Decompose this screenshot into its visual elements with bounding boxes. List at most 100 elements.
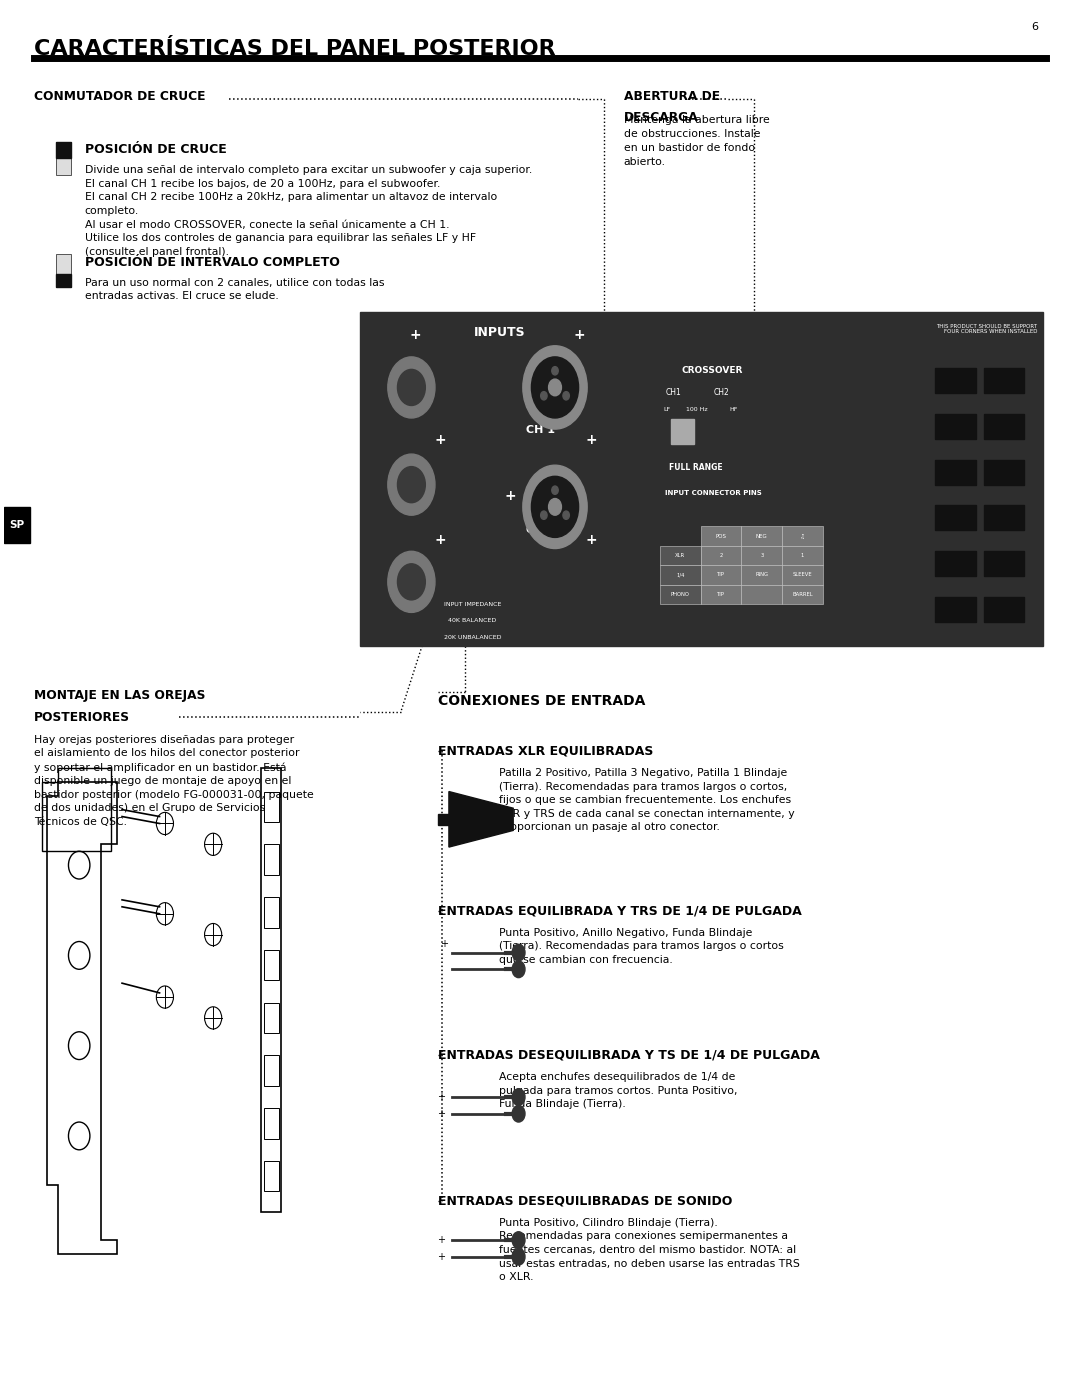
Text: ENTRADAS XLR EQUILIBRADAS: ENTRADAS XLR EQUILIBRADAS (438, 745, 653, 757)
Bar (55, 254, 70, 288)
Text: TIP: TIP (717, 573, 725, 577)
Text: 2: 2 (719, 553, 723, 557)
Text: POS: POS (716, 534, 727, 538)
Circle shape (512, 1232, 525, 1249)
Text: NEG: NEG (756, 534, 768, 538)
Bar (264, 1108, 279, 1139)
Text: ENTRADAS EQUILIBRADA Y TRS DE 1/4 DE PULGADA: ENTRADAS EQUILIBRADA Y TRS DE 1/4 DE PUL… (438, 904, 802, 916)
Text: ABERTURA DE: ABERTURA DE (623, 91, 719, 103)
Bar (742, 566, 782, 584)
Text: +: + (410, 328, 421, 342)
Bar (438, 814, 451, 824)
Circle shape (531, 476, 579, 538)
Bar (935, 506, 976, 531)
Text: +: + (504, 489, 516, 503)
Bar (701, 566, 742, 584)
Circle shape (512, 1105, 525, 1122)
Text: CARACTERÍSTICAS DEL PANEL POSTERIOR: CARACTERÍSTICAS DEL PANEL POSTERIOR (35, 39, 556, 59)
Circle shape (552, 486, 558, 495)
Text: POSICIÓN DE INTERVALO COMPLETO: POSICIÓN DE INTERVALO COMPLETO (84, 256, 339, 268)
Text: 1: 1 (801, 553, 805, 557)
Circle shape (531, 356, 579, 418)
Bar (984, 367, 1025, 393)
Bar (782, 546, 823, 566)
Text: Punta Positivo, Anillo Negativo, Funda Blindaje
(Tierra). Recomendadas para tram: Punta Positivo, Anillo Negativo, Funda B… (499, 928, 784, 965)
Text: BARREL: BARREL (793, 592, 813, 597)
Circle shape (397, 564, 426, 599)
Text: 20K UNBALANCED: 20K UNBALANCED (444, 634, 501, 640)
Circle shape (523, 465, 588, 549)
Bar (984, 506, 1025, 531)
Bar (660, 584, 701, 604)
Bar (264, 1003, 279, 1034)
Text: MONTAJE EN LAS OREJAS: MONTAJE EN LAS OREJAS (35, 689, 205, 701)
Text: 100 Hz: 100 Hz (686, 407, 707, 412)
Bar (55, 141, 70, 175)
Text: Hay orejas posteriores diseñadas para proteger
el aislamiento de los hilos del c: Hay orejas posteriores diseñadas para pr… (35, 735, 314, 827)
Text: CH1: CH1 (665, 388, 681, 398)
Text: POSICIÓN DE CRUCE: POSICIÓN DE CRUCE (84, 142, 227, 156)
Bar (264, 897, 279, 928)
Bar (660, 566, 701, 584)
Text: CROSSOVER: CROSSOVER (681, 366, 743, 376)
Circle shape (549, 499, 562, 515)
Text: 3: 3 (760, 553, 764, 557)
Bar (984, 460, 1025, 485)
Circle shape (397, 369, 426, 405)
Circle shape (563, 511, 569, 520)
Text: INPUT IMPEDANCE: INPUT IMPEDANCE (444, 602, 501, 606)
Bar (742, 527, 782, 546)
Text: DESCARGA: DESCARGA (623, 112, 699, 124)
Text: +: + (440, 939, 447, 950)
Bar (984, 414, 1025, 439)
Text: PHONO: PHONO (671, 592, 690, 597)
Text: +: + (585, 534, 597, 548)
Circle shape (388, 454, 435, 515)
Text: ENTRADAS DESEQUILIBRADA Y TS DE 1/4 DE PULGADA: ENTRADAS DESEQUILIBRADA Y TS DE 1/4 DE P… (438, 1048, 820, 1062)
Bar (360, 313, 1042, 645)
Bar (742, 546, 782, 566)
Bar (264, 950, 279, 981)
Text: CONEXIONES DE ENTRADA: CONEXIONES DE ENTRADA (438, 694, 646, 708)
Bar (935, 414, 976, 439)
Text: +: + (437, 1092, 445, 1102)
Text: ENTRADAS DESEQUILIBRADAS DE SONIDO: ENTRADAS DESEQUILIBRADAS DE SONIDO (438, 1194, 732, 1207)
Bar (782, 527, 823, 546)
Circle shape (541, 511, 548, 520)
Circle shape (552, 366, 558, 374)
Circle shape (512, 961, 525, 978)
Text: ♫: ♫ (800, 534, 805, 538)
Text: INPUT CONNECTOR PINS: INPUT CONNECTOR PINS (665, 490, 762, 496)
Text: XLR: XLR (675, 553, 686, 557)
Circle shape (388, 552, 435, 612)
Bar (264, 844, 279, 875)
Text: Acepta enchufes desequilibrados de 1/4 de
pulgada para tramos cortos. Punta Posi: Acepta enchufes desequilibrados de 1/4 d… (499, 1071, 738, 1109)
Text: +: + (573, 328, 585, 342)
Text: CH2: CH2 (714, 388, 729, 398)
Bar (984, 597, 1025, 622)
Bar (935, 552, 976, 577)
Circle shape (523, 346, 588, 429)
Text: Divide una señal de intervalo completo para excitar un subwoofer y caja superior: Divide una señal de intervalo completo p… (84, 165, 531, 257)
Text: 1/4: 1/4 (676, 573, 685, 577)
Bar (261, 768, 281, 1213)
Text: CH 2: CH 2 (526, 525, 555, 535)
Text: Para un uso normal con 2 canales, utilice con todas las
entradas activas. El cru: Para un uso normal con 2 canales, utilic… (84, 278, 384, 302)
Bar (782, 584, 823, 604)
Text: SLEEVE: SLEEVE (793, 573, 812, 577)
Bar (55, 141, 70, 158)
Circle shape (397, 467, 426, 503)
Text: +: + (437, 1252, 445, 1261)
Bar (4, 507, 30, 543)
Text: RING: RING (755, 573, 768, 577)
Text: FULL RANGE: FULL RANGE (669, 464, 723, 472)
Bar (742, 584, 782, 604)
Bar (55, 274, 70, 288)
Bar (701, 527, 742, 546)
Text: Punta Positivo, Cilindro Blindaje (Tierra).
Recomendadas para conexiones semiper: Punta Positivo, Cilindro Blindaje (Tierr… (499, 1218, 800, 1282)
Text: +: + (434, 433, 446, 447)
Text: Mantenga la abertura libre
de obstrucciones. Instale
en un bastidor de fondo
abi: Mantenga la abertura libre de obstruccio… (623, 116, 769, 168)
Text: CONMUTADOR DE CRUCE: CONMUTADOR DE CRUCE (35, 91, 205, 103)
Bar (264, 1161, 279, 1192)
Bar (701, 546, 742, 566)
